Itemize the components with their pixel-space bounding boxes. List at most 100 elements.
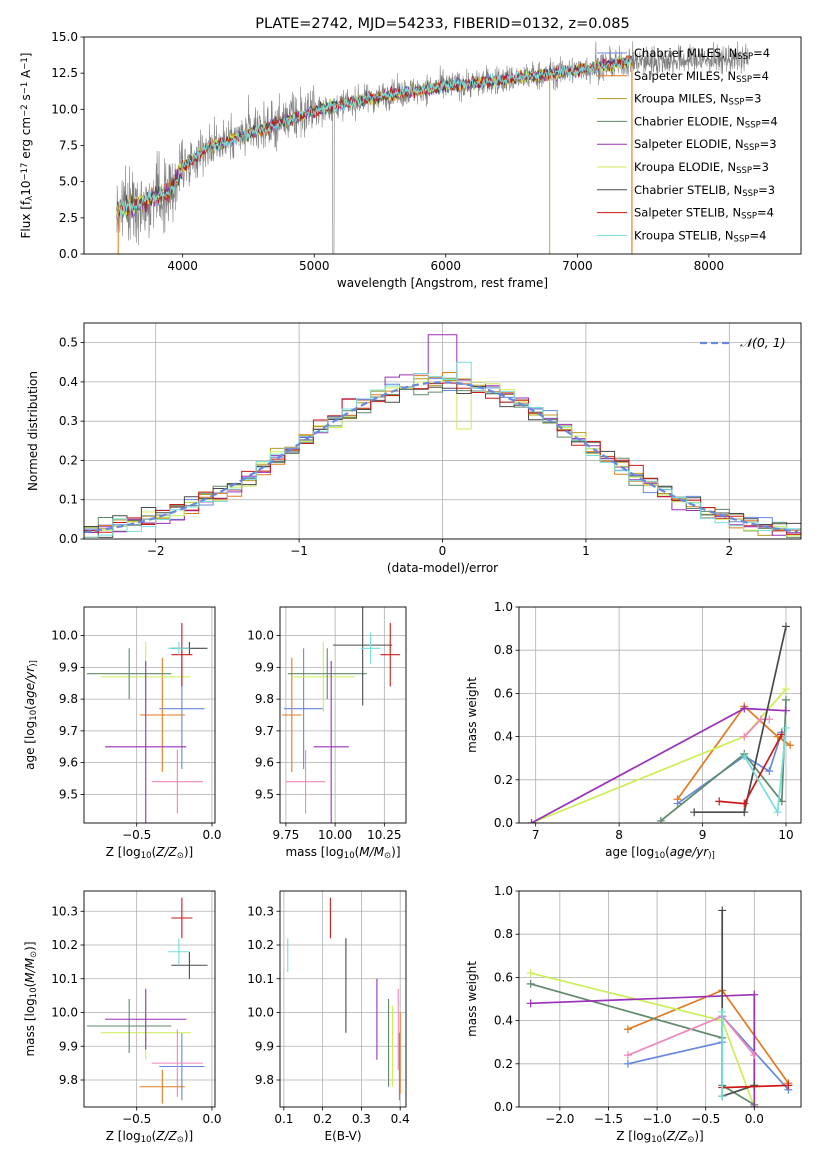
axes-frame: [518, 890, 802, 1108]
axes-frame: [83, 36, 802, 255]
y-axis-label: mass weight: [465, 677, 479, 753]
y-tick-label: 2.5: [59, 211, 78, 225]
y-tick-label: 10.3: [51, 904, 78, 918]
x-axis-label-part: 10: [344, 851, 355, 861]
weight-point-marker: [623, 1051, 632, 1060]
y-axis-label-part: 10: [29, 710, 39, 721]
weight-point-marker: [781, 723, 790, 732]
panel-z_weight: −2.0 −1.5 −1.0 −0.5 0.0 0.0 0.2 0.4 0.6 0.8 1.0 Z […: [465, 884, 802, 1145]
y-axis-label: mass [log10(M/M⊙)]: [23, 941, 39, 1056]
x-axis-label-part: 10: [141, 1135, 152, 1145]
weight-point-marker: [526, 999, 535, 1008]
weight-point-marker: [718, 1007, 727, 1016]
y-tick-label: 0.0: [494, 1100, 513, 1114]
y-tick-label: 5.0: [59, 175, 78, 189]
y-tick-label: 10.0: [51, 102, 78, 116]
x-axis-label-part: ⊙: [177, 851, 184, 861]
y-axis-label-part: age [log: [23, 721, 37, 770]
y-tick-label: 0.0: [59, 247, 78, 261]
x-tick-label: 0: [439, 544, 447, 558]
plot-area: [84, 607, 215, 823]
legend-label: Chabrier ELODIE, NSSP=4: [634, 114, 778, 130]
x-tick-label: −0.5: [691, 1112, 720, 1126]
plot-area: [84, 891, 215, 1107]
x-tick-label: 5000: [299, 259, 330, 273]
y-tick-label: 0.4: [494, 1014, 513, 1028]
weight-series-line: [722, 1084, 789, 1089]
weight-point-marker: [715, 797, 724, 806]
x-axis-label-part: Z/Z: [155, 845, 177, 859]
weight-point-marker: [740, 732, 749, 741]
x-tick-label: −1.5: [594, 1112, 623, 1126]
x-axis-label: (data-model)/error: [387, 561, 498, 575]
weight-point-marker: [740, 704, 749, 713]
x-axis-label-part: M/M: [359, 845, 384, 859]
y-axis-label-part: −17: [20, 163, 30, 181]
y-tick-label: 10.0: [51, 629, 78, 643]
weight-point-marker: [750, 1081, 759, 1090]
x-axis-label-part: age [log: [605, 845, 654, 859]
weight-point-marker: [740, 808, 749, 817]
legend-label-part: =4: [749, 228, 766, 242]
weight-series-line: [719, 733, 783, 805]
x-axis-label-part: Z/Z: [666, 1129, 688, 1143]
x-tick-label: −2: [147, 544, 165, 558]
y-tick-label: 0.2: [494, 773, 513, 787]
y-axis-label-part: )]: [23, 941, 37, 950]
y-tick-label: 10.1: [51, 972, 78, 986]
legend-label-part: Salpeter STELIB, N: [634, 206, 741, 220]
y-tick-label: 0.2: [494, 1057, 513, 1071]
weight-point-marker: [765, 715, 774, 724]
x-axis-label-part: 10: [654, 851, 665, 861]
legend-label-part: =4: [752, 69, 769, 83]
y-tick-label: 0.5: [59, 336, 78, 350]
weight-point-marker: [527, 819, 536, 823]
y-tick-label: 7.5: [59, 139, 78, 153]
legend-label-part: SSP: [734, 235, 750, 245]
y-tick-label: 0.2: [59, 453, 78, 467]
x-tick-label: 0.4: [391, 1112, 410, 1126]
x-axis-label-part: (: [665, 845, 670, 859]
weight-point-marker: [656, 816, 665, 823]
weight-point-marker: [718, 906, 727, 915]
legend-label-part: SSP: [745, 121, 761, 131]
y-tick-label: 10.0: [247, 629, 274, 643]
y-axis-label: mass weight: [465, 961, 479, 1037]
legend-label-part: SSP: [729, 98, 745, 108]
x-tick-label: −0.5: [122, 1112, 151, 1126]
x-axis-label: age [log10(age/yr)]: [605, 845, 715, 861]
x-axis-label-part: )]: [184, 1129, 193, 1143]
y-tick-label: 0.0: [59, 532, 78, 546]
legend-label: Salpeter MILES, NSSP=4: [634, 69, 769, 85]
legend-label-part: SSP: [741, 212, 757, 222]
plot-area: [280, 607, 406, 823]
x-tick-label: 4000: [167, 259, 198, 273]
panel-z_age: −0.5 0.09.59.69.79.89.910.0Z [log10(Z/Z⊙)…: [23, 606, 222, 861]
x-tick-label: 0.0: [202, 1112, 221, 1126]
axes-frame: [83, 606, 216, 824]
x-axis-label-part: )]: [708, 851, 715, 861]
y-tick-label: 12.5: [51, 66, 78, 80]
y-tick-label: 9.9: [255, 660, 274, 674]
x-axis-label-part: )]: [391, 845, 400, 859]
legend-label-part: =3: [752, 160, 769, 174]
weight-point-marker: [526, 969, 535, 978]
weight-point-marker: [623, 1059, 632, 1068]
y-tick-label: 9.9: [255, 1039, 274, 1053]
histogram-series: [84, 382, 801, 535]
legend-label-part: =3: [760, 137, 777, 151]
y-tick-label: 9.9: [59, 660, 78, 674]
x-axis-label-part: (: [662, 1129, 667, 1143]
axes-frame: [83, 322, 802, 540]
legend-label: Salpeter STELIB, NSSP=4: [634, 206, 774, 222]
weight-series-line: [627, 1014, 790, 1091]
y-tick-label: 9.9: [59, 1039, 78, 1053]
y-axis-label-part: −1: [20, 57, 30, 70]
plot-area: [519, 607, 801, 823]
legend-label-part: SSP: [736, 166, 752, 176]
weight-point-marker: [718, 1092, 727, 1101]
x-tick-label: 9: [699, 828, 707, 842]
y-axis-label-part: ⊙: [29, 951, 39, 958]
x-tick-label: −0.5: [122, 828, 151, 842]
